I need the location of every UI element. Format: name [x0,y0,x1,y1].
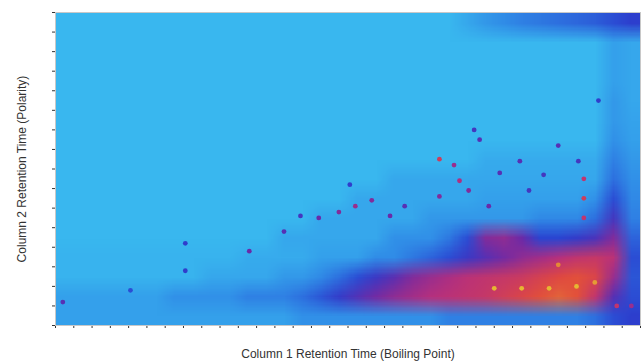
svg-text:Column 2 Retention Time (Polar: Column 2 Retention Time (Polarity) [15,76,29,263]
svg-text:Column 1 Retention Time (Boili: Column 1 Retention Time (Boiling Point) [241,347,454,361]
